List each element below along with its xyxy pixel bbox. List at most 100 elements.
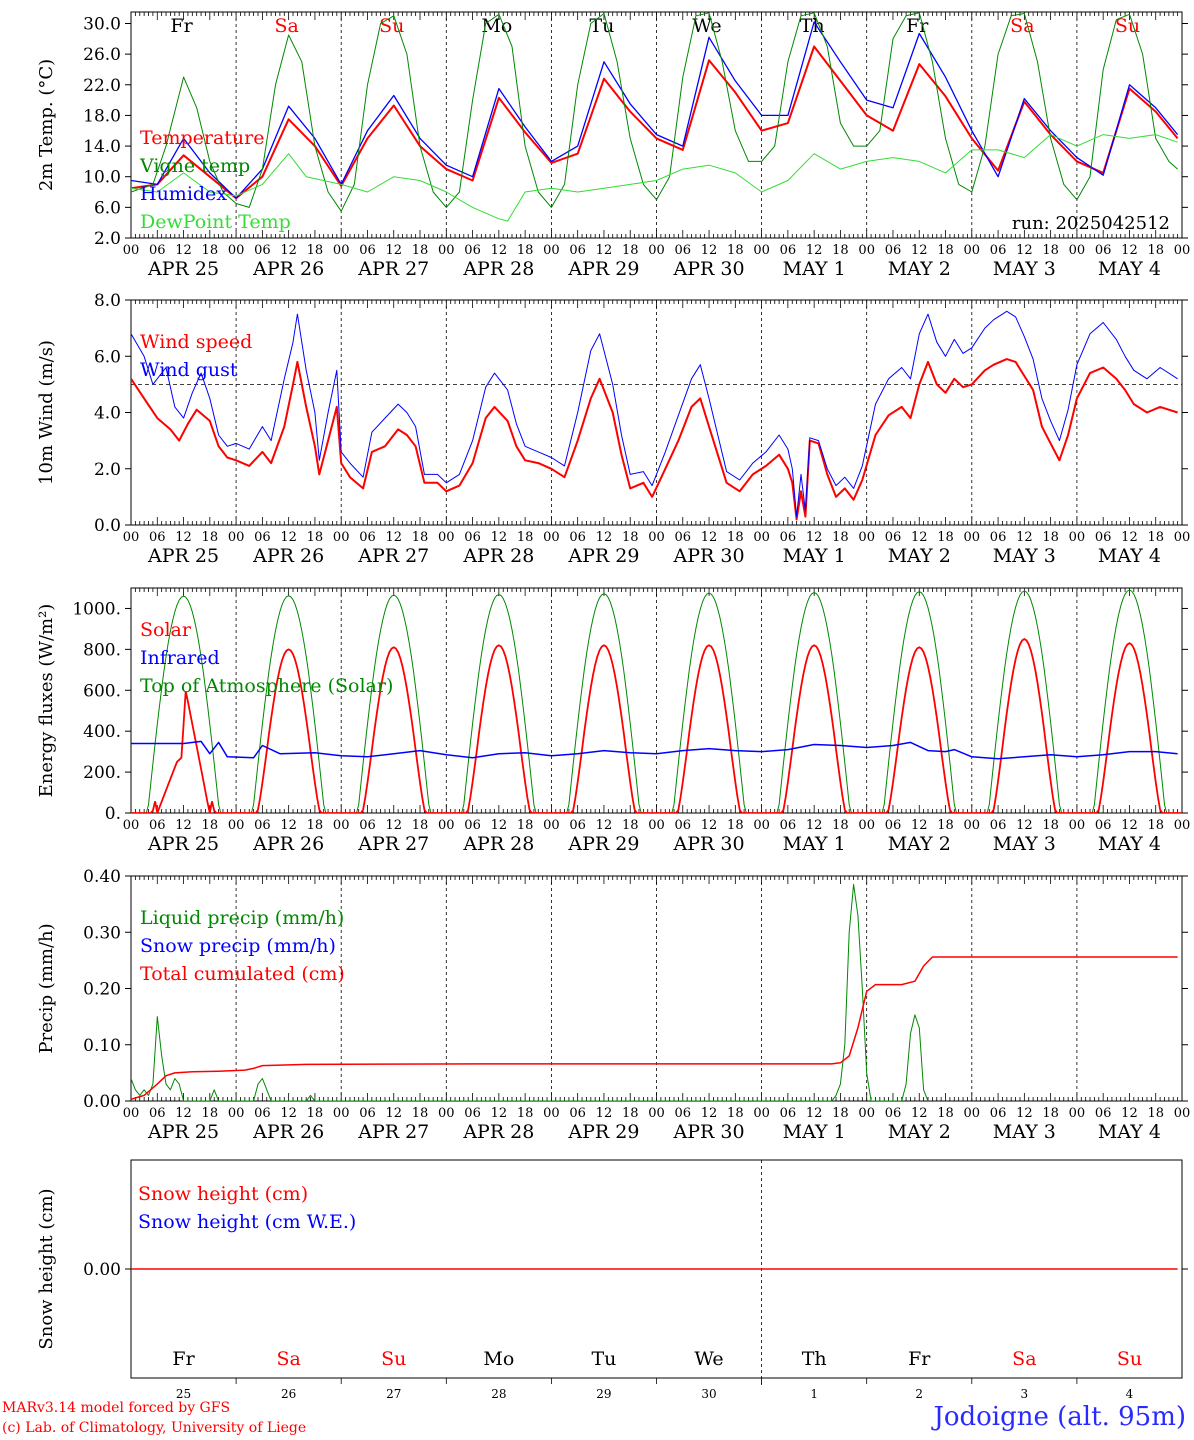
legend-item: Humidex: [140, 183, 227, 205]
station-name: Jodoigne (alt. 95m): [933, 1402, 1186, 1432]
hour-tick-label: 06: [1095, 530, 1112, 545]
y-tick-label: 2.0: [94, 460, 121, 480]
hour-tick-label: 06: [1095, 1106, 1112, 1121]
hour-tick-label: 00: [333, 818, 350, 833]
y-tick-label: 4.0: [94, 404, 121, 424]
hour-tick-label: 18: [622, 1106, 639, 1121]
run-annotation: run: 2025042512: [1012, 213, 1170, 234]
weekday-label: Sa: [274, 15, 298, 37]
hour-tick-label: 06: [149, 530, 166, 545]
y-tick-label: 8.0: [94, 291, 121, 311]
date-label: MAY 4: [1098, 545, 1161, 567]
hour-tick-label: 00: [543, 818, 560, 833]
hour-tick-label: 06: [149, 818, 166, 833]
day-number-label: 2: [915, 1387, 923, 1400]
y-axis-title: Snow height (cm): [36, 1188, 57, 1349]
legend-item: Total cumulated (cm): [140, 963, 345, 985]
hour-tick-label: 12: [911, 530, 928, 545]
hour-tick-label: 18: [832, 1106, 849, 1121]
series-group: [131, 12, 1179, 222]
hour-tick-label: 00: [964, 1106, 981, 1121]
date-label: MAY 1: [783, 258, 846, 280]
date-label: APR 28: [462, 545, 534, 567]
hour-tick-label: 18: [937, 243, 954, 258]
y-tick-label: 6.0: [94, 347, 121, 367]
hour-tick-label: 06: [780, 243, 797, 258]
hour-tick-label: 00: [964, 530, 981, 545]
hour-tick-label: 06: [254, 1106, 271, 1121]
hour-tick-label: 06: [464, 530, 481, 545]
hour-tick-label: 06: [569, 1106, 586, 1121]
hour-tick-label: 00: [438, 1106, 455, 1121]
hour-tick-label: 06: [780, 818, 797, 833]
date-label: APR 30: [673, 258, 745, 280]
model-credit: MARv3.14 model forced by GFS: [2, 1400, 231, 1416]
hour-tick-label: 18: [832, 243, 849, 258]
hour-tick-label: 06: [359, 1106, 376, 1121]
hour-tick-label: 06: [254, 530, 271, 545]
date-label: MAY 2: [888, 545, 951, 567]
date-label: APR 29: [567, 1121, 639, 1143]
hour-tick-label: 00: [123, 530, 140, 545]
y-tick-label: 0.20: [83, 980, 121, 1000]
hour-tick-label: 06: [885, 1106, 902, 1121]
meteogram: 00 06 12 18 00 06 12 18 00 06 12 18 00 06 12 18 00 06 12 18…: [36, 11, 1191, 1400]
y-tick-label: 200.: [83, 763, 121, 783]
y-tick-label: 2.0: [94, 229, 121, 249]
weekday-label: Sa: [276, 1348, 300, 1370]
date-label: APR 29: [567, 545, 639, 567]
hour-tick-label: 00: [1069, 530, 1086, 545]
hour-tick-label: 06: [254, 243, 271, 258]
hour-tick-label: 06: [359, 818, 376, 833]
date-label: APR 26: [252, 1121, 324, 1143]
hour-tick-label: 00: [123, 818, 140, 833]
hour-tick-label: 12: [806, 818, 823, 833]
hour-tick-label: 06: [1095, 818, 1112, 833]
hour-tick-label: 06: [464, 243, 481, 258]
weekday-label: Fr: [170, 15, 193, 37]
hour-tick-label: 06: [675, 1106, 692, 1121]
weekday-label: Su: [381, 1348, 406, 1370]
hour-tick-label: 12: [1016, 818, 1033, 833]
hour-tick-label: 00: [543, 1106, 560, 1121]
hour-tick-label: 00: [333, 243, 350, 258]
hour-tick-label: 00: [1174, 1106, 1191, 1121]
hour-tick-label: 18: [1042, 818, 1059, 833]
weekday-label: Th: [800, 15, 825, 37]
toa-solar-line: [131, 589, 1182, 813]
hour-tick-label: 00: [648, 530, 665, 545]
weekday-label: Tu: [591, 1348, 616, 1370]
date-label: APR 26: [252, 833, 324, 855]
hour-tick-label: 00: [753, 1106, 770, 1121]
legend-item: Top of Atmosphere (Solar): [140, 675, 393, 697]
y-tick-label: 10.0: [83, 168, 121, 188]
date-label: MAY 4: [1098, 833, 1161, 855]
legend-item: DewPoint Temp: [140, 211, 291, 233]
date-label: APR 27: [357, 545, 429, 567]
hour-tick-label: 12: [491, 243, 508, 258]
y-tick-label: 26.0: [83, 45, 121, 65]
hour-tick-label: 12: [1016, 1106, 1033, 1121]
y-tick-label: 0.30: [83, 923, 121, 943]
hour-tick-label: 12: [701, 1106, 718, 1121]
date-label: APR 27: [357, 833, 429, 855]
panel-frame: [130, 587, 1183, 814]
day-number-label: 30: [701, 1387, 716, 1400]
date-label: APR 29: [567, 258, 639, 280]
hour-tick-label: 12: [806, 243, 823, 258]
hour-tick-label: 06: [464, 818, 481, 833]
y-tick-label: 6.0: [94, 198, 121, 218]
hour-tick-label: 12: [491, 1106, 508, 1121]
hour-tick-label: 12: [280, 530, 297, 545]
date-label: MAY 3: [993, 1121, 1056, 1143]
hour-tick-label: 00: [333, 530, 350, 545]
series-line: [131, 740, 1178, 760]
date-label: MAY 1: [783, 545, 846, 567]
y-tick-label: 600.: [83, 681, 121, 701]
hour-tick-label: 18: [412, 818, 429, 833]
y-tick-label: 14.0: [83, 137, 121, 157]
hour-tick-label: 06: [569, 530, 586, 545]
hour-tick-label: 00: [858, 1106, 875, 1121]
date-label: MAY 3: [993, 833, 1056, 855]
hour-tick-label: 06: [149, 243, 166, 258]
